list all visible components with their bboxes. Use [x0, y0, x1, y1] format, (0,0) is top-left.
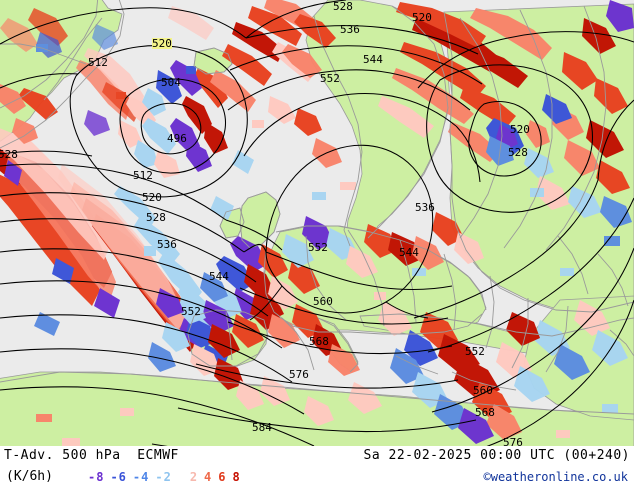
contour-label: 536 — [340, 23, 360, 36]
legend-tick-pos4: 4 — [204, 470, 213, 484]
contour-label: 512 — [133, 169, 153, 182]
unit-label: (K/6h) — [6, 469, 53, 484]
contour-label: 528 — [146, 211, 166, 224]
legend-tick-pos8: 8 — [232, 470, 241, 484]
contour-label: 528 — [333, 0, 353, 13]
footer-divider — [0, 446, 634, 447]
advection-eastern-mediterranean — [304, 300, 628, 444]
contour-label: 544 — [209, 270, 229, 283]
contour-label: 512 — [88, 56, 108, 69]
advection-north-atlantic-streaks — [0, 0, 318, 144]
temperature-advection-field — [0, 0, 634, 446]
contour-label: 560 — [473, 384, 493, 397]
contour-label: 552 — [320, 72, 340, 85]
contour-label: 520 — [152, 37, 172, 50]
footer-row-title: T-Adv. 500 hPa ECMWF Sa 22-02-2025 00:00… — [0, 446, 634, 468]
contour-label: 552 — [465, 345, 485, 358]
legend-tick-pos2: 2 — [189, 470, 199, 484]
color-scale-legend: -8 -6 -4 -2 2 4 6 8 — [88, 470, 247, 484]
map-graphic — [0, 0, 634, 446]
map-canvas[interactable]: 512 520 504 496 528 512 520 528 536 544 … — [0, 0, 634, 446]
footer-row-legend: (K/6h) -8 -6 -4 -2 2 4 6 8 ©weatheronline.co.uk — [0, 467, 634, 489]
contour-label: 576 — [503, 436, 523, 446]
contour-label: 536 — [157, 238, 177, 251]
contour-label: 568 — [475, 406, 495, 419]
advection-positive-atlantic — [0, 128, 200, 352]
legend-tick-pos6: 6 — [218, 470, 227, 484]
contour-label: 568 — [309, 335, 329, 348]
contour-label: 552 — [181, 305, 201, 318]
copyright-link[interactable]: ©weatheronline.co.uk — [483, 470, 629, 484]
footer-bar: T-Adv. 500 hPa ECMWF Sa 22-02-2025 00:00… — [0, 446, 634, 490]
contour-label: 528 — [0, 148, 18, 161]
borders-layer — [0, 0, 634, 415]
product-title: T-Adv. 500 hPa ECMWF — [4, 448, 179, 463]
legend-tick-neg8: -8 — [88, 470, 105, 484]
contour-label: 496 — [167, 132, 187, 145]
contour-label: 520 — [510, 123, 530, 136]
contour-label: 520 — [412, 11, 432, 24]
contour-label: 584 — [252, 421, 272, 434]
contour-label: 520 — [142, 191, 162, 204]
geopotential-contour-layer — [0, 0, 634, 446]
legend-tick-neg2: -2 — [155, 470, 172, 484]
contour-label: 536 — [415, 201, 435, 214]
legend-tick-neg4: -4 — [132, 470, 150, 484]
contour-label: 528 — [508, 146, 528, 159]
contour-label: 504 — [161, 76, 181, 89]
legend-tick-neg6: -6 — [110, 470, 127, 484]
contour-label: 560 — [313, 295, 333, 308]
contour-label: 544 — [363, 53, 383, 66]
contour-label: 552 — [308, 241, 328, 254]
valid-time: Sa 22-02-2025 00:00 UTC (00+240) — [363, 448, 630, 463]
contour-label: 576 — [289, 368, 309, 381]
contour-label: 544 — [399, 246, 419, 259]
